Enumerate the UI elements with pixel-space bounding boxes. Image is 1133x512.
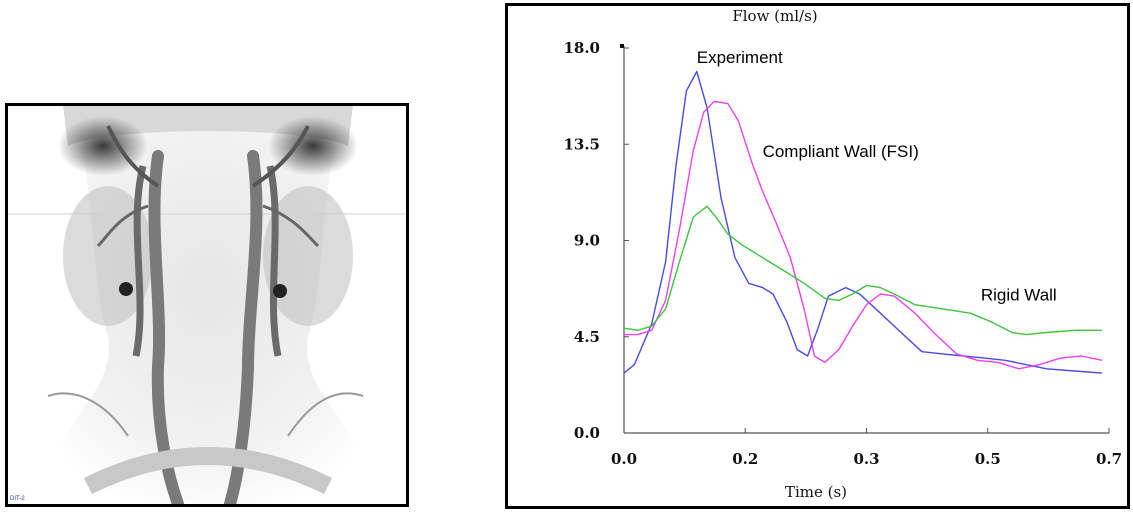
chart-title: Flow (ml/s)	[732, 7, 817, 25]
y-axis-cap	[620, 44, 624, 48]
x-tick-label: 0.3	[853, 450, 879, 468]
x-tick-label: 0.2	[732, 450, 758, 468]
y-tick-label: 9.0	[574, 232, 600, 250]
y-tick-label: 4.5	[574, 328, 600, 346]
y-tick-label: 13.5	[563, 135, 600, 153]
angiogram-image-frame: DIT-2	[5, 103, 409, 507]
y-tick-label: 0.0	[574, 424, 600, 442]
chart-axes: 0.0 4.5 9.0 13.5 18.0 0.0 0.2 0.3 0.5 0.7	[563, 39, 1122, 468]
series-annotation: Compliant Wall (FSI)	[763, 142, 919, 161]
angiogram-corner-tag: DIT-2	[10, 496, 25, 502]
chart-labels: Flow (ml/s) Time (s)	[732, 7, 847, 501]
series-line-rigid-wall	[623, 205, 1103, 336]
series-line-compliant-wall-fsi	[624, 100, 1103, 370]
x-tick-label: 0.0	[611, 450, 637, 468]
x-axis-label: Time (s)	[785, 483, 847, 501]
flow-chart: 0.0 4.5 9.0 13.5 18.0 0.0 0.2 0.3 0.5 0.7 Flow (m…	[563, 7, 1122, 501]
angiogram-image: DIT-2	[8, 106, 406, 504]
series-annotation: Experiment	[697, 48, 783, 67]
chart-annotations: Experiment Compliant Wall (FSI) Rigid Wall	[697, 48, 1057, 304]
x-tick-label: 0.7	[1096, 450, 1122, 468]
x-tick-label: 0.5	[975, 450, 1001, 468]
flow-chart-panel: 0.0 4.5 9.0 13.5 18.0 0.0 0.2 0.3 0.5 0.7 Flow (m…	[505, 3, 1130, 509]
series-line-experiment	[623, 70, 1103, 374]
y-tick-label: 18.0	[563, 39, 600, 57]
series-annotation: Rigid Wall	[981, 285, 1057, 304]
chart-series	[623, 70, 1103, 374]
